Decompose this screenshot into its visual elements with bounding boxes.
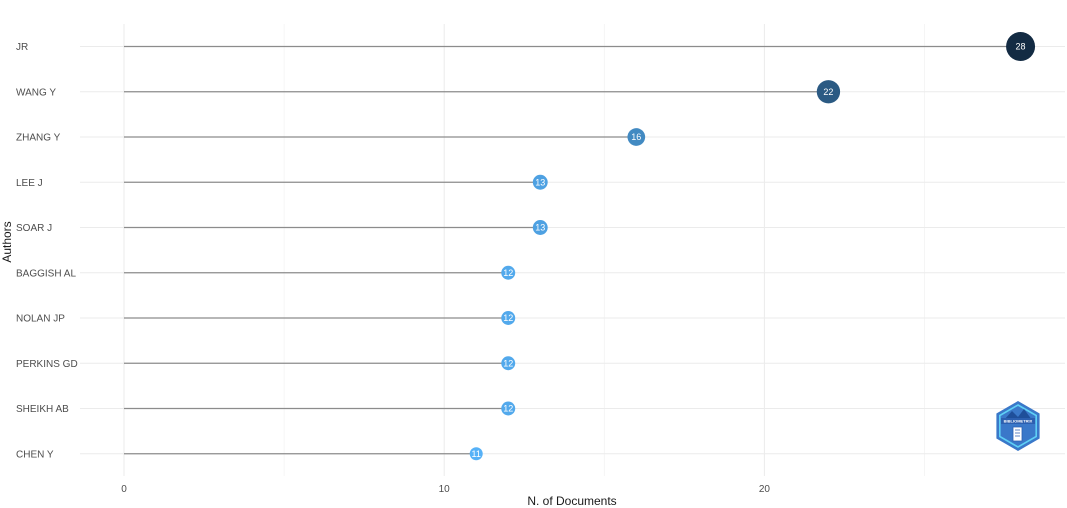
bibliometrix-logo: BIBLIOMETRIX (996, 401, 1040, 451)
logo-hexagon-outer (996, 401, 1040, 451)
y-tick-label: WANG Y (16, 87, 56, 98)
lollipop-point (816, 80, 841, 104)
point-value-label: 12 (503, 268, 513, 278)
y-tick-label: JR (16, 42, 28, 53)
y-tick-label: NOLAN JP (16, 314, 65, 325)
minor-grid (283, 24, 925, 476)
lollipop-point (501, 311, 516, 325)
lollipop-point (469, 447, 483, 461)
x-tick-label: 10 (439, 484, 451, 495)
logo-text: BIBLIOMETRIX (1004, 418, 1033, 423)
y-axis-title: Authors (0, 221, 14, 262)
lollipop-point (501, 356, 516, 371)
lollipop-point (532, 174, 548, 190)
logo-banner (1001, 418, 1035, 424)
logo-mountain-icon (1004, 409, 1032, 420)
x-axis-tick-labels: 0 10 20 (121, 484, 770, 495)
point-value-label: 13 (535, 177, 545, 187)
point-value-label: 28 (1016, 42, 1026, 52)
lollipop-point (501, 401, 516, 416)
lollipop-points: 28 22 16 13 13 12 12 12 12 11 (469, 32, 1036, 461)
point-value-label: 12 (503, 404, 513, 414)
point-value-label: 12 (503, 358, 513, 368)
lollipop-point (627, 128, 646, 146)
lollipop-point (501, 265, 516, 280)
point-value-label: 11 (472, 449, 481, 459)
x-axis-title: N. of Documents (527, 494, 616, 508)
logo-hexagon-inner (998, 404, 1038, 448)
point-value-label: 16 (631, 132, 641, 142)
y-axis-tick-labels: JR WANG Y ZHANG Y LEE J SOAR J BAGGISH AL NOLA… (16, 42, 78, 460)
point-value-label: 22 (823, 87, 833, 97)
point-value-label: 12 (503, 313, 513, 323)
x-tick-label: 20 (759, 484, 771, 495)
lollipop-point (532, 220, 548, 235)
point-value-label: 13 (535, 223, 545, 233)
x-tick-label: 0 (121, 484, 127, 495)
y-tick-label: PERKINS GD (16, 359, 78, 370)
y-tick-label: SHEIKH AB (16, 404, 69, 415)
y-tick-label: SOAR J (16, 223, 52, 234)
lollipop-stems (124, 45, 1021, 455)
y-tick-label: ZHANG Y (16, 133, 61, 144)
lollipop-point (1006, 32, 1036, 61)
y-tick-label: CHEN Y (16, 449, 54, 460)
y-tick-label: BAGGISH AL (16, 268, 76, 279)
logo-document-icon (1012, 426, 1023, 442)
y-tick-label: LEE J (16, 178, 43, 189)
